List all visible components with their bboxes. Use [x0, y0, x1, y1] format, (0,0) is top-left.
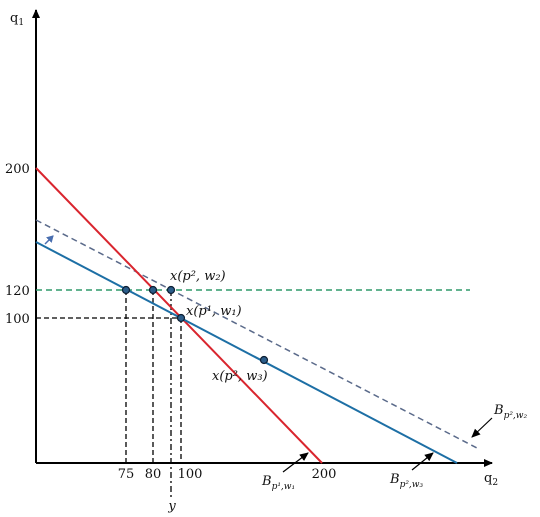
tick-label: 200: [5, 162, 30, 177]
point-label: x(p², w₂): [170, 269, 226, 284]
point-label: x(p¹, w₁): [186, 304, 242, 319]
tick-label: 75: [118, 467, 135, 482]
point: [166, 285, 176, 295]
axis-label: q2: [484, 471, 498, 488]
label-arrow: [411, 452, 434, 471]
point: [259, 355, 269, 365]
tick-label: 100: [178, 467, 203, 482]
point: [121, 285, 131, 295]
point: [148, 285, 158, 295]
label-arrow: [282, 452, 309, 473]
shift-arrow: [44, 235, 54, 245]
tick-label: 100: [5, 312, 30, 327]
tick-label: 80: [145, 467, 162, 482]
tick-label: 120: [5, 284, 30, 299]
point-label: x(p², w₃): [212, 369, 268, 384]
tick-label: 200: [312, 467, 337, 482]
label-arrow: [471, 417, 493, 438]
axis-label: q1: [10, 11, 24, 28]
budget-dashed: [35, 219, 478, 449]
budget-label: Bp²,w₂: [493, 403, 527, 421]
budget-label: Bp²,w₃: [389, 472, 423, 490]
budget-blue: [35, 241, 458, 464]
point: [176, 313, 186, 323]
budget-label: Bp¹,w₁: [261, 474, 295, 492]
y-marker: y: [167, 499, 176, 514]
